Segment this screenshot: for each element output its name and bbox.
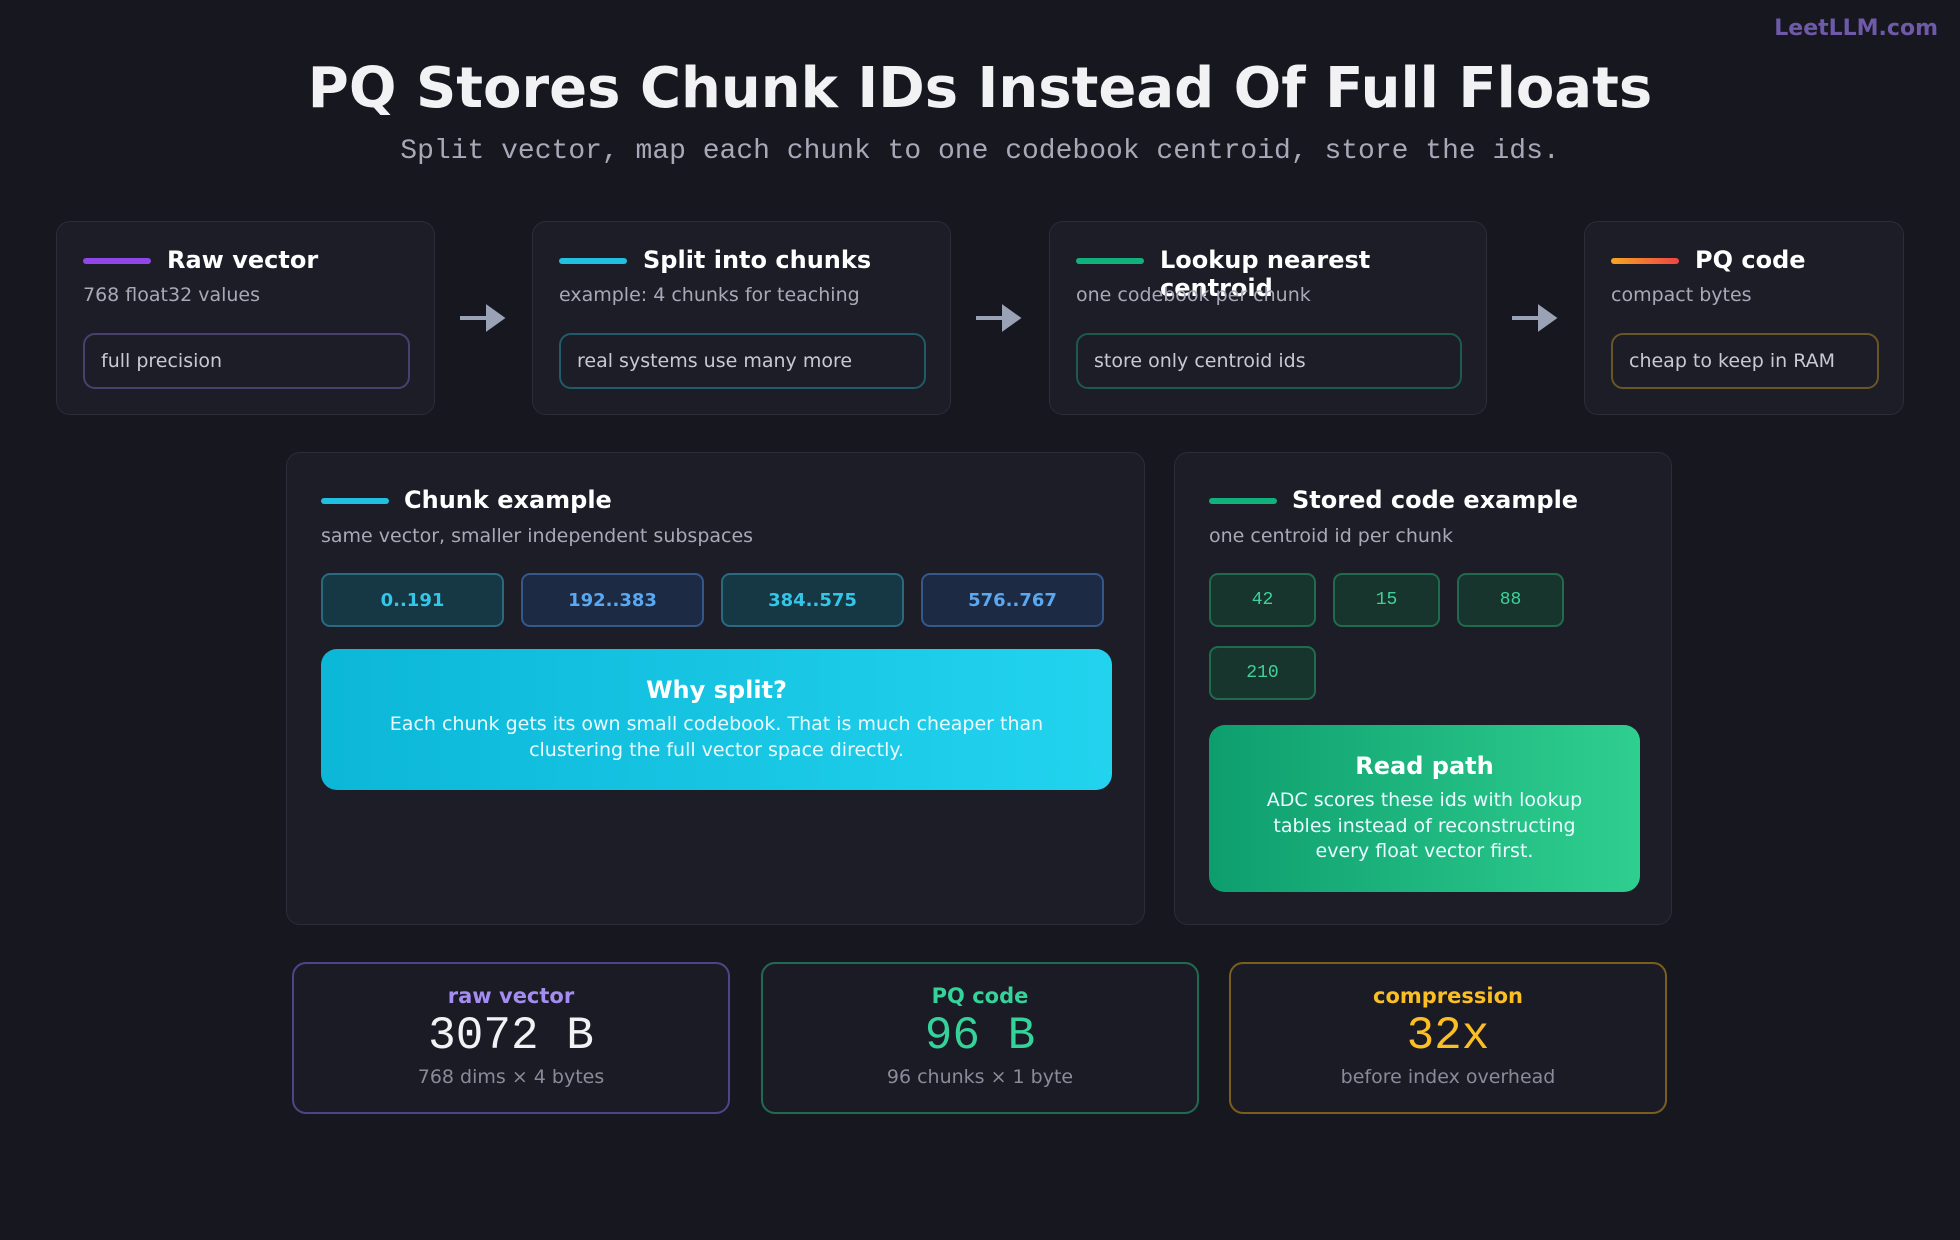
step-title: Split into chunks xyxy=(643,246,872,274)
accent xyxy=(321,498,389,504)
stat-note: 768 dims × 4 bytes xyxy=(417,1066,605,1088)
step-title: PQ code xyxy=(1695,246,1806,274)
step-subtitle: one codebook per chunk xyxy=(1076,284,1311,306)
chunk-chip: 384..575 xyxy=(721,573,904,627)
stat-card: compression 32x before index overhead xyxy=(1229,962,1667,1114)
code-id: 42 xyxy=(1209,573,1316,627)
panel-subtitle: same vector, smaller independent subspac… xyxy=(321,525,754,547)
step-subtitle: compact bytes xyxy=(1611,284,1752,306)
callout-text: ADC scores these ids with lookup tables … xyxy=(1266,789,1583,863)
callout-title: Read path xyxy=(1355,752,1494,781)
title: PQ Stores Chunk IDs Instead Of Full Floa… xyxy=(307,56,1653,121)
step-card: Raw vector 768 float32 values full preci… xyxy=(56,221,435,415)
stat-value: 96 B xyxy=(924,1010,1036,1062)
code-id: 15 xyxy=(1333,573,1440,627)
chunk-chip: 576..767 xyxy=(921,573,1104,627)
subtitle: Split vector, map each chunk to one code… xyxy=(400,136,1560,167)
code-id: 210 xyxy=(1209,646,1316,700)
stat-card: PQ code 96 B 96 chunks × 1 byte xyxy=(761,962,1199,1114)
accent xyxy=(1611,258,1679,264)
arrow xyxy=(460,304,506,332)
step-note: full precision xyxy=(83,333,410,389)
chunk-chip: 0..191 xyxy=(321,573,504,627)
accent xyxy=(83,258,151,264)
accent xyxy=(559,258,627,264)
callout-title: Why split? xyxy=(646,675,787,704)
step-card: Lookup nearest centroid one codebook per… xyxy=(1049,221,1487,415)
callout: Read path ADC scores these ids with look… xyxy=(1209,725,1640,892)
step-card: PQ code compact bytes cheap to keep in R… xyxy=(1584,221,1904,415)
step-note: real systems use many more xyxy=(559,333,926,389)
step-title: Lookup nearest centroid xyxy=(1160,246,1371,302)
stat-label: raw vector xyxy=(447,984,575,1008)
stat-note: 96 chunks × 1 byte xyxy=(886,1066,1074,1088)
stat-label: compression xyxy=(1373,984,1523,1008)
arrow xyxy=(1512,304,1558,332)
chunk-panel: Chunk example same vector, smaller indep… xyxy=(286,452,1145,925)
stat-value: 3072 B xyxy=(428,1010,594,1062)
callout: Why split? Each chunk gets its own small… xyxy=(321,649,1112,790)
accent xyxy=(1209,498,1277,504)
panel-subtitle: one centroid id per chunk xyxy=(1209,525,1453,547)
accent xyxy=(1076,258,1144,264)
step-note: store only centroid ids xyxy=(1076,333,1462,389)
panel-title: Stored code example xyxy=(1292,486,1579,514)
code-id: 88 xyxy=(1457,573,1564,627)
stat-note: before index overhead xyxy=(1340,1066,1556,1088)
arrow xyxy=(976,304,1022,332)
stat-label: PQ code xyxy=(931,984,1029,1008)
step-subtitle: 768 float32 values xyxy=(83,284,261,306)
step-card: Split into chunks example: 4 chunks for … xyxy=(532,221,951,415)
step-title: Raw vector xyxy=(167,246,319,274)
brand: LeetLLM.com xyxy=(1774,16,1938,41)
chunk-chip: 192..383 xyxy=(521,573,704,627)
callout-text: Each chunk gets its own small codebook. … xyxy=(389,712,1044,761)
stat-value: 32x xyxy=(1406,1010,1490,1062)
panel-title: Chunk example xyxy=(404,486,612,514)
code-panel: Stored code example one centroid id per … xyxy=(1174,452,1672,925)
step-note: cheap to keep in RAM xyxy=(1611,333,1879,389)
stat-card: raw vector 3072 B 768 dims × 4 bytes xyxy=(292,962,730,1114)
step-subtitle: example: 4 chunks for teaching xyxy=(559,284,860,306)
